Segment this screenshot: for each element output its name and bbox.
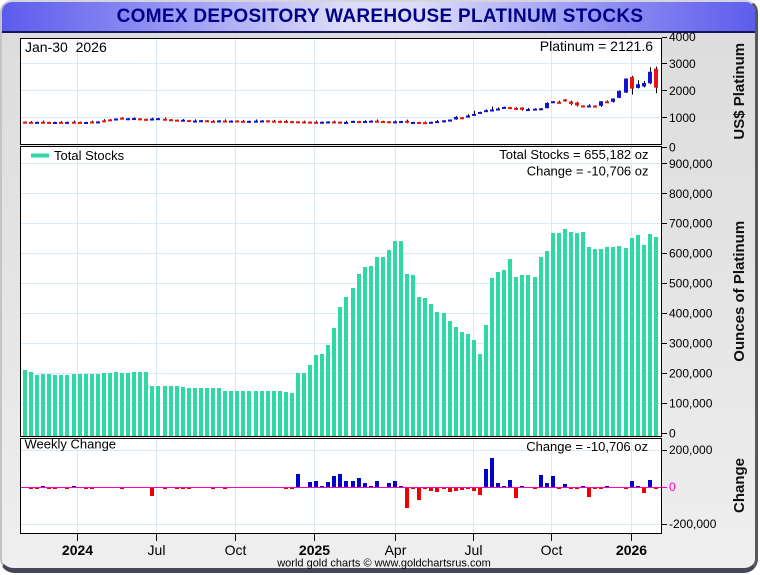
- svg-text:700,000: 700,000: [669, 217, 713, 231]
- svg-text:4000: 4000: [669, 30, 696, 44]
- svg-text:Change: Change: [731, 458, 748, 513]
- svg-text:Change = -10,706 oz: Change = -10,706 oz: [527, 164, 649, 179]
- svg-text:US$ Platinum: US$ Platinum: [731, 43, 748, 140]
- svg-text:2025: 2025: [299, 542, 330, 558]
- svg-text:2024: 2024: [62, 542, 93, 558]
- svg-text:Jul: Jul: [148, 542, 166, 558]
- svg-text:Weekly Change: Weekly Change: [25, 437, 117, 452]
- svg-text:Platinum = 2121.6: Platinum = 2121.6: [540, 38, 653, 54]
- svg-text:Jul: Jul: [465, 542, 483, 558]
- svg-text:900,000: 900,000: [669, 157, 713, 171]
- svg-text:Jan-30 2026: Jan-30 2026: [25, 39, 107, 55]
- svg-text:2026: 2026: [616, 542, 647, 558]
- svg-text:Total Stocks: Total Stocks: [54, 148, 125, 163]
- svg-text:300,000: 300,000: [669, 337, 713, 351]
- svg-text:-200,000: -200,000: [669, 517, 717, 531]
- svg-text:200,000: 200,000: [669, 443, 713, 457]
- svg-text:Oct: Oct: [541, 542, 563, 558]
- svg-text:600,000: 600,000: [669, 247, 713, 261]
- svg-text:100,000: 100,000: [669, 396, 713, 410]
- svg-text:400,000: 400,000: [669, 307, 713, 321]
- svg-text:Apr: Apr: [385, 542, 407, 558]
- svg-text:200,000: 200,000: [669, 367, 713, 381]
- svg-text:Oct: Oct: [225, 542, 247, 558]
- svg-text:2000: 2000: [669, 84, 696, 98]
- svg-text:Total Stocks = 655,182 oz: Total Stocks = 655,182 oz: [499, 147, 648, 162]
- svg-text:0: 0: [669, 426, 676, 440]
- svg-text:0: 0: [669, 480, 676, 494]
- svg-text:Ounces of Platinum: Ounces of Platinum: [731, 221, 748, 362]
- svg-text:1000: 1000: [669, 111, 696, 125]
- svg-text:Change = -10,706 oz: Change = -10,706 oz: [526, 439, 648, 454]
- svg-text:world gold charts © www.goldch: world gold charts © www.goldchartsrus.co…: [276, 558, 491, 570]
- svg-text:0: 0: [669, 140, 676, 154]
- svg-text:800,000: 800,000: [669, 187, 713, 201]
- svg-text:500,000: 500,000: [669, 277, 713, 291]
- svg-text:3000: 3000: [669, 57, 696, 71]
